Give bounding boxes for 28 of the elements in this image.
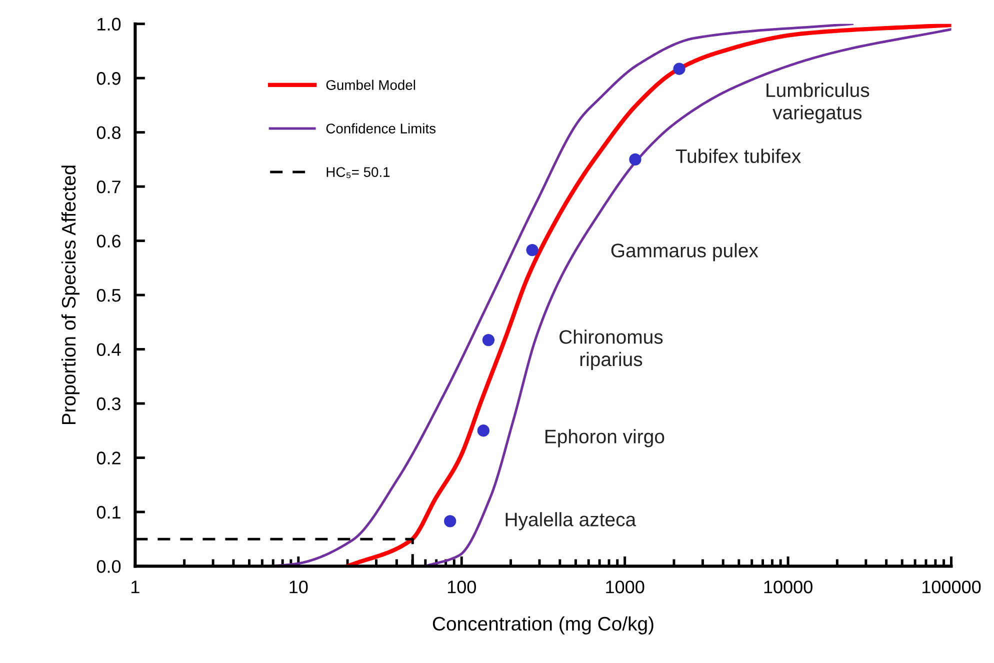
annotation: Tubifex tubifex [676,148,801,164]
y-axis-title: Proportion of Species Affected [61,166,80,424]
annotation: Lumbriculus variegatus [766,82,870,124]
legend-label: Gumbel Model [326,80,416,90]
y-tick-label: 0.2 [96,452,120,464]
x-tick-label: 1 [132,580,140,594]
y-tick-label: 0.6 [96,234,121,248]
x-tick-label: 100000 [922,580,981,594]
y-tick-label: 0.7 [96,180,120,194]
y-tick-label: 0.8 [96,126,121,140]
y-tick-label: 0.0 [96,560,121,573]
x-tick-label: 10 [290,580,308,594]
annotation: Ephoron virgo [545,429,664,448]
x-axis-title: Concentration (mg Co/kg) [432,616,654,634]
x-tick-label: 1000 [606,580,644,594]
legend-label: HC₅= 50.1 [326,167,390,178]
x-tick-label: 100 [448,580,476,594]
y-tick-label: 0.5 [96,288,121,302]
y-tick-label: 0.9 [96,72,120,85]
y-tick-label: 0.3 [96,397,121,410]
x-tick-label: 10000 [764,580,812,594]
legend-label: Confidence Limits [326,123,436,134]
y-tick-label: 0.4 [96,343,121,356]
annotation: Chironomus riparius [560,330,663,370]
y-tick-label: 1.0 [98,18,121,31]
annotation: Gammarus pulex [611,243,758,262]
annotation: Hyalella azteca [506,512,636,530]
y-tick-label: 0.1 [96,506,120,519]
